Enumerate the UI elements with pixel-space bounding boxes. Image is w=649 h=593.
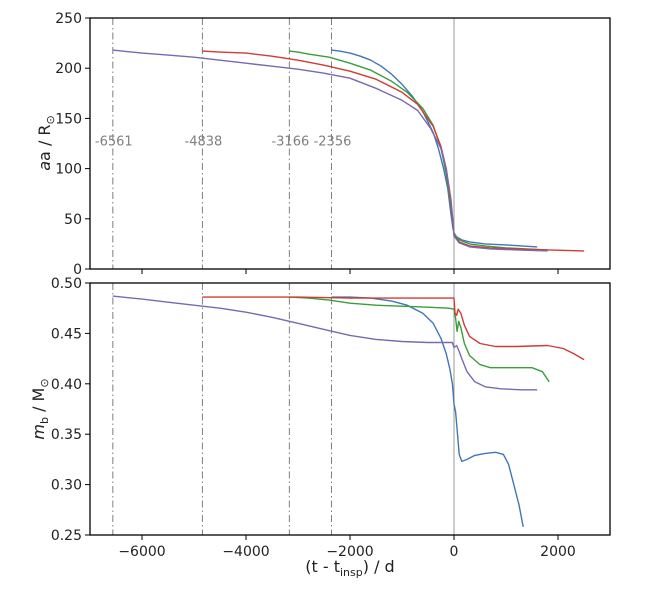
top-ytick-label-4: 200	[55, 61, 82, 77]
annotation--6561: -6561	[95, 134, 133, 149]
bottom-y-label-sym: ⊙	[38, 378, 51, 387]
top-annotations: -6561 -4838 -3166 -2356	[95, 134, 351, 149]
top-series-group	[112, 49, 585, 252]
annotation--2356: -2356	[314, 134, 352, 149]
bottom-y-label-unit: / M	[29, 388, 48, 417]
bot-ytick-label-5: 0.50	[51, 276, 82, 292]
panel-top: -6561 -4838 -3166 -2356 0 50 100 150 200 250 aa …	[35, 11, 611, 278]
top-series-red	[202, 50, 585, 252]
bottom-series-group	[112, 295, 585, 528]
x-label-end: ) / d	[363, 557, 395, 576]
xtick-label-4: 2000	[540, 544, 576, 560]
bot-series-green	[289, 296, 550, 383]
bottom-y-label-var: m	[29, 424, 48, 440]
bottom-y-axis-label: mb / M⊙	[29, 378, 51, 439]
panel-bottom: 0.25 0.30 0.35 0.40 0.45 0.50 −6000 −4000 −2000…	[29, 276, 611, 579]
xtick-label-1: −4000	[222, 544, 269, 560]
top-series-blue	[331, 49, 538, 248]
x-label-sub: insp	[340, 566, 363, 579]
bot-series-blue	[331, 296, 524, 528]
top-ytick-label-2: 100	[55, 162, 82, 178]
top-ytick-label-3: 150	[55, 111, 82, 127]
top-series-green	[289, 50, 548, 251]
top-x-ticks	[141, 269, 559, 274]
top-ytick-label-1: 50	[64, 212, 82, 228]
top-y-label-var: a	[35, 161, 54, 171]
bottom-y-ticks: 0.25 0.30 0.35 0.40 0.45 0.50	[51, 276, 90, 544]
xtick-label-2: −2000	[326, 544, 373, 560]
bot-series-purple	[112, 295, 538, 391]
top-y-axis-label: aa / R⊙	[35, 115, 57, 171]
bot-ytick-label-0: 0.25	[51, 528, 82, 544]
top-ytick-label-0: 0	[73, 262, 82, 278]
x-axis-label: (t - tinsp) / d	[305, 557, 394, 579]
annotation--4838: -4838	[185, 134, 223, 149]
bot-ytick-label-4: 0.45	[51, 326, 82, 342]
top-y-label-sym: ⊙	[44, 115, 57, 124]
bot-ytick-label-2: 0.35	[51, 427, 82, 443]
xtick-label-3: 0	[450, 544, 459, 560]
annotation--3166: -3166	[271, 134, 309, 149]
bottom-x-ticks: −6000 −4000 −2000 0 2000	[118, 535, 576, 560]
xtick-label-0: −6000	[118, 544, 165, 560]
top-series-purple	[112, 49, 548, 252]
top-ytick-label-5: 250	[55, 11, 82, 27]
bottom-axes-frame	[89, 282, 611, 536]
bottom-dashed-lines	[112, 283, 455, 535]
bot-ytick-label-3: 0.40	[51, 377, 82, 393]
bot-series-red	[202, 296, 585, 361]
top-y-label-main: a / R	[35, 124, 54, 160]
bot-ytick-label-1: 0.30	[51, 478, 82, 494]
top-y-ticks: 0 50 100 150 200 250	[55, 11, 90, 278]
bottom-y-label-sub: b	[38, 417, 51, 424]
x-label-main: (t - t	[305, 557, 340, 576]
